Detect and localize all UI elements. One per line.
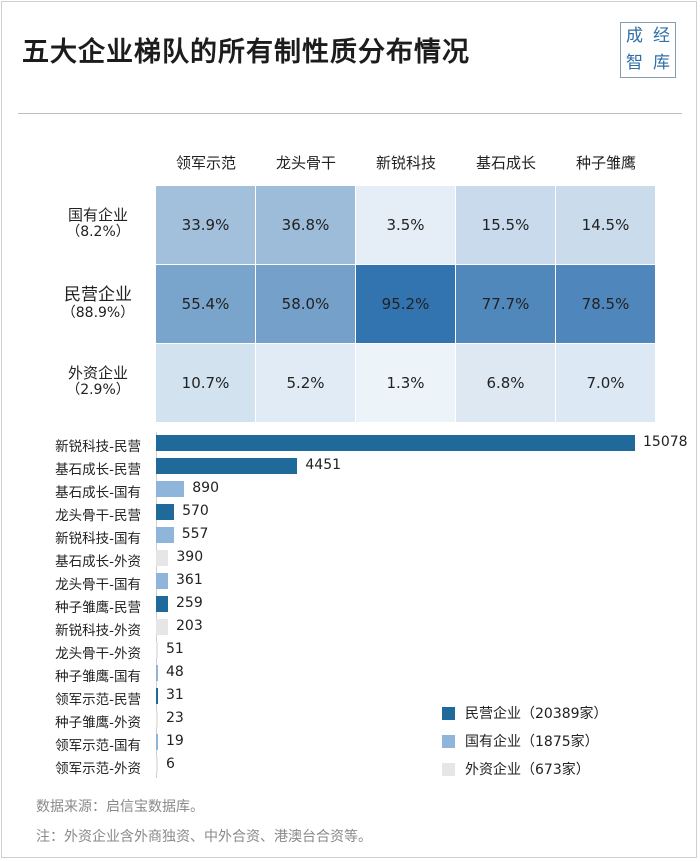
bar-category-label: 种子雏鹰-外资 [55,715,141,731]
bar-value-label: 15078 [643,434,688,450]
bar-value-label: 4451 [305,457,342,473]
row-label-share: （2.9%） [66,382,130,398]
bar [156,665,158,681]
legend-item: 国有企业（1875家） [442,732,599,750]
bar-category-label: 新锐科技-民营 [55,439,141,455]
heatmap-cell: 5.2% [256,344,355,422]
chart-title: 五大企业梯队的所有制性质分布情况 [22,37,470,68]
heatmap-cell: 15.5% [456,186,555,264]
legend-label: 民营企业（20389家） [465,706,608,722]
bar-category-label: 领军示范-国有 [55,738,141,754]
heatmap-column-label: 基石成长 [475,154,536,172]
logo-char: 经 [653,26,670,46]
bar [156,688,158,704]
bar-category-label: 龙头骨干-国有 [55,577,141,593]
bar [156,458,298,474]
legend-swatch [442,706,455,720]
bar-value-label: 23 [166,710,184,726]
bar-category-label: 种子雏鹰-民营 [55,600,141,616]
bar-value-label: 6 [166,756,175,772]
bar-value-label: 51 [166,641,184,657]
legend-swatch [442,734,455,748]
bar-category-label: 新锐科技-外资 [55,623,141,639]
heatmap-cell: 78.5% [556,265,655,343]
bar-value-label: 31 [166,687,184,703]
bar [156,504,175,520]
heatmap-column-label: 龙头骨干 [275,154,336,172]
bar-value-label: 570 [182,503,209,519]
heatmap-row-label: 外资企业 （2.9%） [40,364,156,399]
bar-category-label: 基石成长-外资 [55,554,141,570]
data-source: 数据来源：启信宝数据库。 [36,799,204,815]
bar [156,527,174,543]
bar [156,435,635,451]
title-divider [18,113,682,114]
legend-item: 外资企业（673家） [442,760,590,778]
bar [156,481,185,497]
bar [156,550,169,566]
heatmap-cell: 1.3% [356,344,455,422]
heatmap-column-label: 新锐科技 [375,154,436,172]
bar-value-label: 203 [176,618,203,634]
heatmap-cell: 95.2% [356,265,455,343]
bar-category-label: 种子雏鹰-国有 [55,669,141,685]
logo-char: 成 [626,26,643,46]
bar-value-label: 48 [166,664,184,680]
bar-category-label: 基石成长-国有 [55,485,141,501]
bar-category-label: 基石成长-民营 [55,462,141,478]
row-label-share: （8.2%） [66,224,130,240]
bar-value-label: 390 [176,549,204,565]
bar [156,757,158,773]
bar-value-label: 361 [176,572,203,588]
row-label-name: 外资企业 [67,364,128,382]
logo-char: 库 [653,53,670,73]
bar-value-label: 890 [192,480,219,496]
bar-category-label: 新锐科技-国有 [55,531,141,547]
bar-category-label: 领军示范-民营 [55,692,141,708]
heatmap-cell: 3.5% [356,186,455,264]
heatmap-row-label: 国有企业 （8.2%） [40,206,156,241]
bar [156,573,168,589]
bar-value-label: 557 [181,526,209,542]
logo-char: 智 [626,53,643,73]
bar [156,734,158,750]
bar [156,642,158,658]
heatmap-column-label: 领军示范 [175,154,236,172]
bar-category-label: 领军示范-外资 [55,761,141,777]
legend-swatch [442,762,455,776]
heatmap-cell: 58.0% [256,265,355,343]
heatmap-cell: 33.9% [156,186,255,264]
heatmap-cell: 36.8% [256,186,355,264]
bar [156,619,168,635]
heatmap-cell: 6.8% [456,344,555,422]
brand-logo: 成 经 智 库 [620,22,676,78]
heatmap-column-label: 种子雏鹰 [575,154,636,172]
legend-item: 民营企业（20389家） [442,704,608,722]
row-label-name: 民营企业 [64,285,132,305]
legend-label: 国有企业（1875家） [465,734,599,750]
bar [156,596,168,612]
heatmap-cell: 10.7% [156,344,255,422]
bar-value-label: 19 [166,733,184,749]
footnote: 注：外资企业含外商独资、中外合资、港澳台合资等。 [36,829,372,845]
heatmap-cell: 77.7% [456,265,555,343]
row-label-share: （88.9%） [61,305,135,322]
heatmap-cell: 7.0% [556,344,655,422]
heatmap-cell: 55.4% [156,265,255,343]
bar [156,711,158,727]
row-label-name: 国有企业 [67,206,128,224]
bar-category-label: 龙头骨干-外资 [55,646,141,662]
heatmap-row-label: 民营企业 （88.9%） [40,285,156,322]
bar-category-label: 龙头骨干-民营 [55,508,141,524]
legend-label: 外资企业（673家） [465,762,590,778]
heatmap-cell: 14.5% [556,186,655,264]
bar-value-label: 259 [176,595,203,611]
